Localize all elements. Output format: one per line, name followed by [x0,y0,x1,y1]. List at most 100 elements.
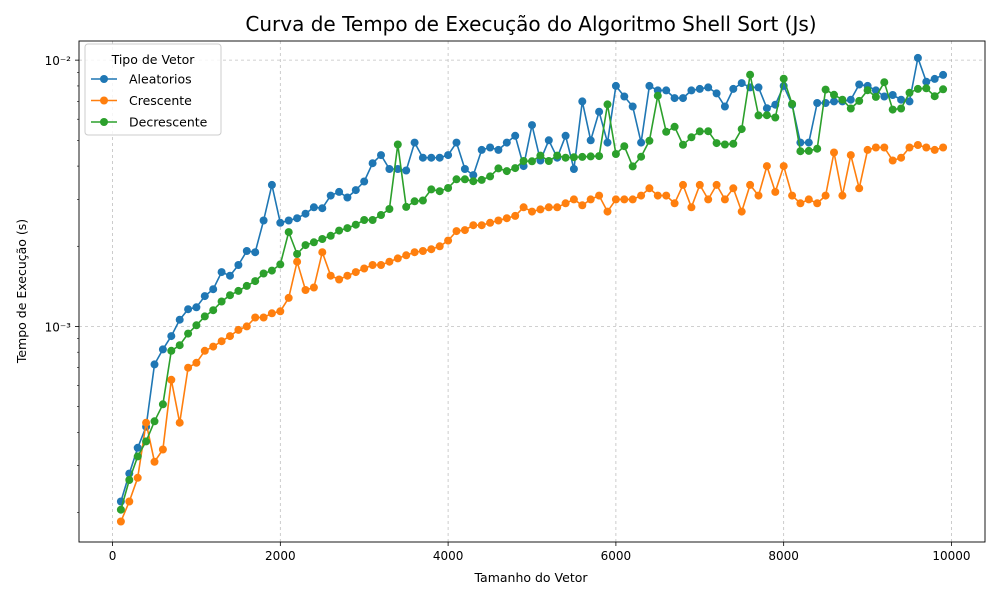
data-point [410,248,419,257]
data-point [377,151,385,160]
data-point [385,257,394,266]
data-point [368,261,377,269]
data-point [846,104,855,113]
data-point [209,342,218,351]
data-point [905,88,914,97]
legend-title: Tipo de Vetor [111,52,196,67]
legend-entries: Aleatorios Crescente Decrescente [91,72,208,130]
data-point [796,147,805,156]
data-point [595,152,604,161]
data-point [486,143,495,152]
data-point [712,89,721,98]
data-point [569,165,578,173]
data-point [444,236,453,245]
data-point [343,193,352,202]
data-point [251,277,260,286]
data-point [377,211,385,219]
data-point [502,138,511,147]
data-point [712,180,721,189]
data-point [553,151,562,160]
data-point [863,145,872,154]
data-point [259,216,268,225]
data-point [184,305,193,314]
data-point [259,313,268,322]
data-point [427,185,436,194]
data-point [939,85,948,94]
data-point [133,452,142,461]
data-point [486,172,495,181]
data-point [142,418,151,427]
data-point [586,152,595,161]
data-point [720,102,729,111]
data-point [167,332,176,341]
series-crescente [116,141,948,526]
data-point [922,84,931,93]
data-point [175,341,184,350]
data-point [670,122,679,131]
data-point [880,92,889,101]
data-point [318,235,327,243]
data-point [385,205,394,213]
data-point [226,291,234,300]
legend-label: Decrescente [129,115,208,130]
data-point [922,77,931,86]
data-point [536,151,545,160]
data-point [939,70,948,79]
data-point [662,86,671,95]
data-point [351,268,360,277]
data-point [301,209,310,218]
data-point [351,186,360,195]
data-point [771,113,780,122]
data-point [645,136,654,145]
x-tick-label: 0 [109,549,117,563]
data-point [796,199,805,208]
data-point [838,95,847,104]
data-point [830,97,838,106]
data-point [838,191,847,200]
data-point [813,199,822,208]
data-point [116,517,125,526]
data-point [880,78,889,87]
data-point [368,216,377,224]
x-tick-label: 8000 [768,549,799,563]
data-point [469,177,478,186]
data-point [192,358,201,367]
data-point [821,85,830,94]
data-point [158,400,167,409]
data-point [469,221,478,230]
data-point [855,80,864,89]
data-point [377,261,385,269]
data-point [142,437,151,446]
data-point [595,191,604,200]
grid [79,41,985,542]
data-point [679,140,687,149]
data-point [913,53,922,62]
data-point [897,104,906,113]
data-point [494,164,503,173]
data-point [335,226,344,235]
data-point [477,145,486,154]
data-point [930,74,939,83]
plot-frame [78,40,986,543]
data-point [301,241,310,250]
data-point [905,143,914,152]
data-point [888,105,897,114]
data-point [150,360,159,369]
x-tick-label: 6000 [601,549,632,563]
data-point [234,325,243,334]
data-point [653,91,662,100]
data-point [427,153,436,162]
data-point [561,199,570,208]
data-point [192,303,201,312]
data-point [813,99,822,107]
data-point [259,269,268,278]
data-point [544,136,553,145]
data-point [150,457,159,466]
data-point [897,95,906,104]
data-point [351,220,360,229]
data-point [335,275,344,284]
data-point [595,107,604,116]
data-point [326,231,335,240]
data-point [662,191,671,200]
